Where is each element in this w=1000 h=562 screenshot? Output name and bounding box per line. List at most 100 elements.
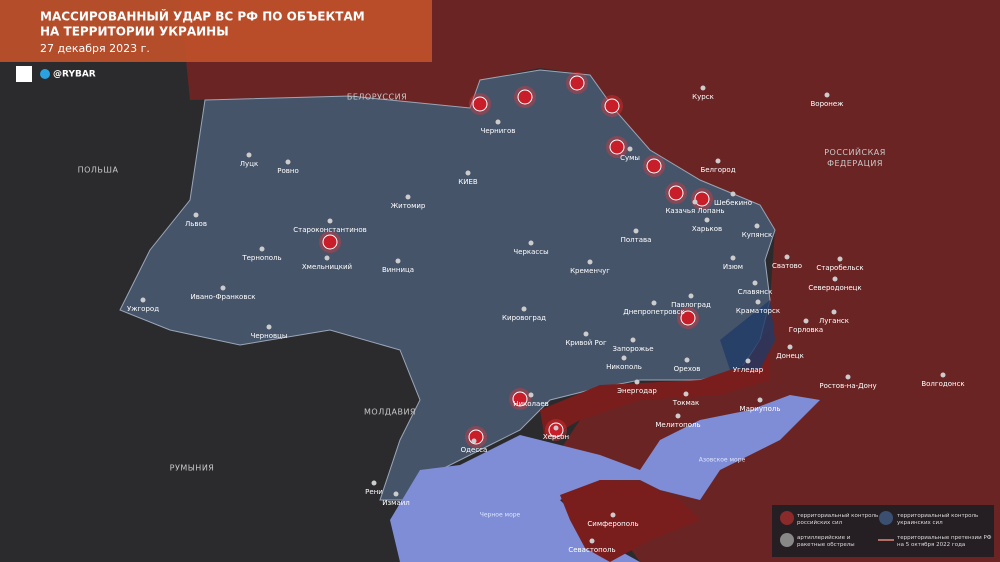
city-marker (621, 355, 627, 361)
city-label: КИЕВ (458, 178, 478, 186)
city-label: Волгодонск (921, 380, 964, 388)
city-label: Токмак (672, 399, 700, 407)
city-label: Запорожье (612, 345, 653, 353)
title-panel (0, 0, 432, 62)
country-label: ПОЛЬША (78, 166, 119, 175)
date: 27 декабря 2023 г. (40, 42, 150, 55)
city-marker (521, 306, 527, 312)
city-label: Кривой Рог (565, 339, 607, 347)
city-marker (755, 299, 761, 305)
city-label: Винница (382, 266, 414, 274)
city-label: Николаев (513, 400, 549, 408)
city-marker (803, 318, 809, 324)
city-label: Ростов-на-Дону (819, 382, 876, 390)
city-label: Изюм (723, 263, 743, 271)
city-marker (589, 538, 595, 544)
city-label: Орехов (674, 365, 701, 373)
country-label: БЕЛОРУССИЯ (347, 93, 407, 102)
city-label: Хмельницкий (302, 263, 352, 271)
crimea (560, 480, 700, 562)
legend-swatch (780, 533, 794, 547)
city-marker (553, 425, 559, 431)
sea-label: Азовское море (699, 457, 746, 464)
city-label: Купянск (742, 231, 773, 239)
city-label: Ивано-Франковск (190, 293, 255, 301)
country-label: МОЛДАВИЯ (364, 408, 416, 417)
city-marker (465, 170, 471, 176)
city-marker (259, 246, 265, 252)
legend-swatch (780, 511, 794, 525)
city-marker (495, 119, 501, 125)
city-label: Шебекино (714, 199, 752, 207)
city-marker (220, 285, 226, 291)
strike-icon (668, 185, 684, 201)
legend-label: территориальный контроль украинских сил (897, 512, 978, 526)
city-marker (405, 194, 411, 200)
city-label: Мариуполь (740, 405, 781, 413)
city-marker (633, 228, 639, 234)
city-marker (824, 92, 830, 98)
city-label: Курск (692, 93, 714, 101)
telegram-icon (40, 69, 50, 79)
city-label: Днепропетровск (623, 308, 685, 316)
legend-swatch (879, 511, 893, 525)
city-label: Луганск (819, 317, 849, 325)
city-marker (610, 512, 616, 518)
city-marker (634, 379, 640, 385)
city-marker (528, 240, 534, 246)
city-marker (688, 293, 694, 299)
legend-label: артиллерийские и ракетные обстрелы (797, 534, 855, 548)
city-label: Ужгород (127, 305, 159, 313)
city-label: Харьков (692, 225, 722, 233)
city-marker (393, 491, 399, 497)
city-marker (730, 255, 736, 261)
city-marker (324, 255, 330, 261)
city-marker (754, 223, 760, 229)
city-marker (327, 218, 333, 224)
city-label: Северодонецк (808, 284, 861, 292)
brand: @RYBAR (53, 70, 96, 80)
city-marker (140, 297, 146, 303)
legend-label: территориальный контроль российских сил (797, 512, 878, 526)
country-label: РУМЫНИЯ (170, 464, 215, 473)
occupied-south (540, 330, 770, 440)
city-marker (757, 397, 763, 403)
city-marker (627, 146, 633, 152)
city-label: Белгород (700, 166, 735, 174)
city-marker (583, 331, 589, 337)
city-marker (787, 344, 793, 350)
city-label: Мелитополь (655, 421, 700, 429)
city-label: Житомир (391, 202, 426, 210)
city-label: Сватово (772, 262, 802, 270)
city-label: Симферополь (587, 520, 638, 528)
strike-icon (322, 234, 338, 250)
city-marker (587, 259, 593, 265)
city-label: Кременчуг (570, 267, 610, 275)
strike-icon (604, 98, 620, 114)
city-label: Казачья Лопань (665, 207, 724, 215)
city-label: Горловка (789, 326, 823, 334)
city-marker (630, 337, 636, 343)
city-label: Донецк (776, 352, 804, 360)
city-marker (371, 480, 377, 486)
city-marker (528, 392, 534, 398)
city-label: Павлоград (671, 301, 711, 309)
city-marker (683, 391, 689, 397)
strike-icon (646, 158, 662, 174)
city-marker (832, 276, 838, 282)
city-marker (651, 300, 657, 306)
strike-icon (694, 191, 710, 207)
city-marker (704, 217, 710, 223)
city-marker (752, 280, 758, 286)
legend-label: территориальные претензии РФ на 5 октября… (897, 535, 992, 548)
city-marker (285, 159, 291, 165)
city-label: Угледар (733, 366, 764, 374)
strike-icon (569, 75, 585, 91)
city-label: Одесса (461, 446, 488, 454)
city-label: Воронеж (810, 100, 844, 108)
strike-icon (472, 96, 488, 112)
city-marker (730, 191, 736, 197)
city-label: Краматорск (736, 307, 780, 315)
city-marker (845, 374, 851, 380)
